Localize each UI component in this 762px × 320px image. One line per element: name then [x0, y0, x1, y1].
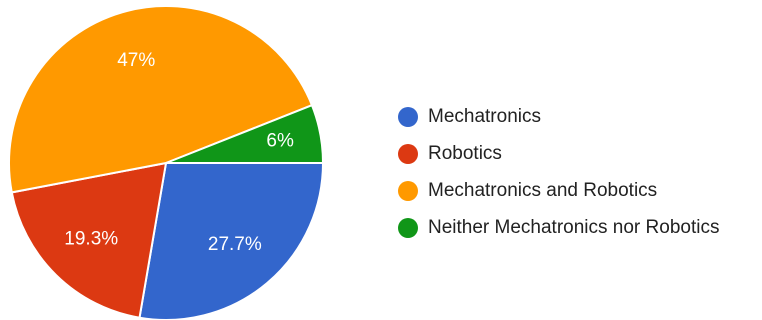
- pie-slice: [10, 161, 168, 319]
- legend-swatch-icon: [398, 106, 418, 127]
- legend-item-robotics: Robotics: [398, 135, 719, 172]
- slice-data-label: 47%: [117, 50, 155, 71]
- legend-item-mechatronics-and-robotics: Mechatronics and Robotics: [398, 172, 719, 209]
- legend-item-neither: Neither Mechatronics nor Robotics: [398, 209, 719, 246]
- pie-slice: [8, 5, 314, 194]
- pie-chart-plot: 27.7% 19.3% 47% 6%: [8, 5, 325, 320]
- legend-swatch-icon: [398, 217, 418, 238]
- legend-swatch-icon: [398, 180, 418, 201]
- legend-label: Robotics: [428, 142, 502, 164]
- legend-label: Neither Mechatronics nor Robotics: [428, 216, 720, 238]
- legend-swatch-icon: [398, 143, 418, 164]
- slice-data-label: 27.7%: [208, 234, 262, 255]
- slice-data-label: 6%: [266, 131, 294, 152]
- legend-label: Mechatronics: [428, 105, 541, 127]
- pie-slice: [165, 103, 325, 164]
- slice-data-label: 19.3%: [64, 229, 118, 250]
- legend-label: Mechatronics and Robotics: [428, 179, 658, 201]
- legend-item-mechatronics: Mechatronics: [398, 98, 719, 135]
- chart-legend: Mechatronics Robotics Mechatronics and R…: [398, 98, 719, 246]
